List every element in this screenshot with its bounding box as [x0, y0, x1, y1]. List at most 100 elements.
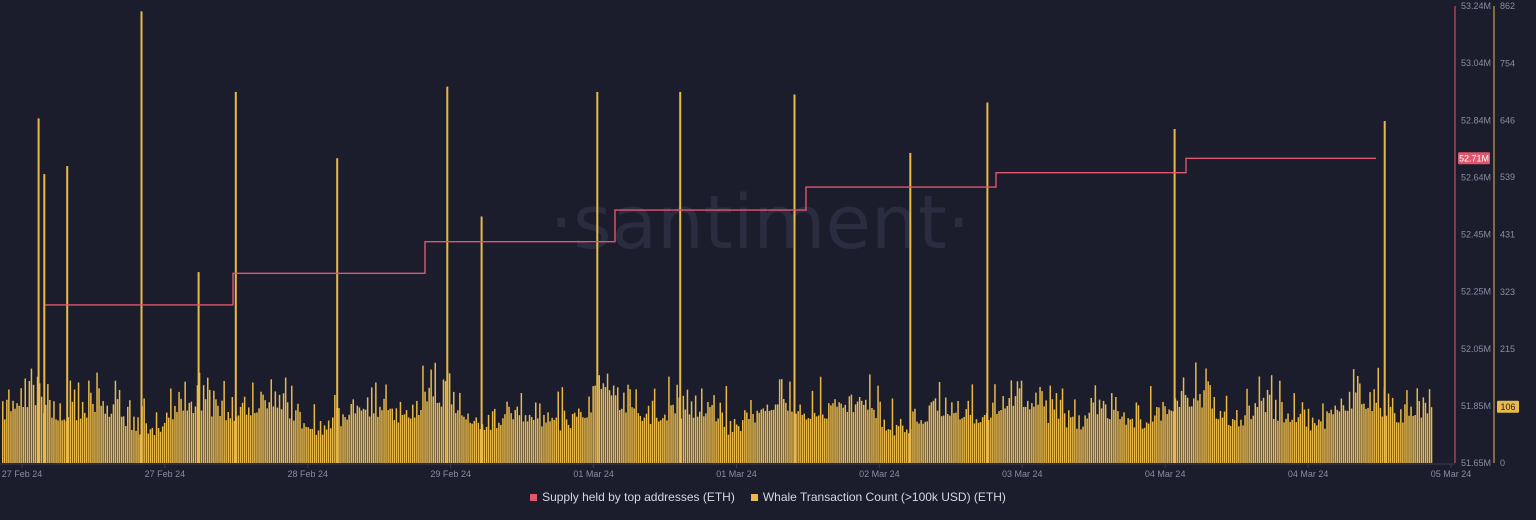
whale-bar — [705, 413, 707, 463]
whale-bar — [278, 394, 281, 463]
whale-spike-bar — [793, 94, 796, 463]
whale-bar — [586, 417, 588, 463]
whale-bar — [422, 365, 424, 463]
whale-bar — [791, 411, 793, 463]
whale-bar — [49, 400, 51, 463]
supply-line — [45, 157, 1376, 306]
whale-bar — [295, 410, 297, 463]
whale-bar — [936, 410, 939, 463]
whale-bar — [1209, 385, 1211, 463]
whale-bar — [1170, 410, 1172, 463]
whale-tick-label: 323 — [1500, 287, 1515, 297]
whale-bar — [844, 404, 846, 463]
whale-tick-label: 0 — [1500, 458, 1505, 468]
whale-bar — [582, 417, 584, 463]
whale-bar — [1389, 406, 1392, 463]
whale-bar — [787, 410, 789, 463]
whale-bar — [498, 422, 500, 463]
whale-bar — [789, 381, 791, 463]
whale-bar — [311, 428, 313, 463]
whale-bar — [758, 412, 760, 463]
whale-bar — [553, 419, 555, 463]
whale-bar — [55, 419, 57, 463]
whale-bar — [1113, 409, 1115, 463]
whale-bar — [1285, 418, 1287, 463]
whale-bar — [504, 414, 506, 463]
whale-bar — [1031, 403, 1033, 463]
whale-bar — [209, 389, 211, 463]
whale-bar — [434, 362, 436, 463]
whale-bar — [1139, 419, 1142, 463]
whale-bar — [1070, 417, 1072, 463]
whale-bar — [1098, 399, 1101, 463]
whale-bar — [1398, 422, 1400, 463]
whale-bar — [475, 417, 477, 463]
whale-bar — [151, 427, 154, 463]
legend-item-whale[interactable]: Whale Transaction Count (>100k USD) (ETH… — [750, 490, 1006, 504]
whale-bar — [930, 402, 933, 463]
whale-bar — [914, 408, 916, 463]
whale-bar — [832, 403, 834, 463]
whale-bar — [551, 417, 553, 463]
whale-bar — [1008, 398, 1010, 463]
whale-bar — [899, 418, 902, 463]
x-tick-label: 28 Feb 24 — [288, 469, 329, 479]
whale-bar — [963, 416, 965, 463]
whale-bar — [332, 417, 334, 463]
whale-bar — [1123, 412, 1125, 463]
whale-bar — [489, 429, 492, 463]
whale-bar — [51, 417, 53, 463]
whale-bar — [686, 389, 689, 463]
whale-bar — [1361, 404, 1363, 463]
whale-bar — [407, 417, 410, 463]
whale-bar — [1311, 417, 1314, 463]
whale-bar — [785, 402, 787, 463]
whale-bar — [873, 409, 875, 463]
whale-bar — [360, 410, 363, 463]
whale-bar — [47, 384, 49, 463]
whale-bar — [1119, 419, 1121, 463]
whale-bar — [506, 401, 508, 463]
whale-bar — [1309, 430, 1312, 463]
whale-bar — [770, 410, 773, 463]
whale-bar — [364, 409, 367, 463]
whale-bar — [1381, 416, 1384, 463]
whale-bar — [1010, 380, 1013, 463]
whale-bar — [766, 404, 769, 463]
whale-bar — [858, 397, 861, 463]
whale-bar — [59, 403, 61, 463]
whale-bar — [1131, 418, 1133, 463]
whale-bar — [463, 416, 465, 463]
whale-bar — [1303, 409, 1306, 463]
whale-bar — [1127, 418, 1129, 463]
whale-bar — [774, 404, 777, 463]
whale-bar — [600, 388, 603, 463]
whale-bar — [928, 405, 931, 463]
chart-area: ·santiment· 53.24M 53.04M 52.84M 52.64M 52.4… — [0, 1, 1519, 479]
whale-bar — [1352, 369, 1355, 463]
whale-bar — [1047, 422, 1049, 463]
whale-bar — [871, 408, 873, 463]
whale-bar — [14, 408, 16, 463]
whale-bar — [883, 419, 885, 463]
whale-bar — [1145, 422, 1148, 463]
whale-bar — [565, 419, 568, 463]
whale-bar — [133, 416, 135, 463]
whale-spike-bar — [480, 216, 483, 463]
whale-bar — [725, 386, 728, 463]
whale-bar — [340, 426, 342, 463]
whale-bar — [211, 416, 213, 463]
supply-tick-label: 52.05M — [1461, 344, 1491, 354]
whale-bar — [127, 406, 129, 463]
whale-bar — [350, 404, 352, 463]
whale-bar — [1080, 429, 1082, 463]
legend-item-supply[interactable]: Supply held by top addresses (ETH) — [530, 490, 735, 504]
whale-bar — [1410, 406, 1412, 463]
whale-bar — [461, 415, 463, 463]
whale-bar — [1033, 406, 1035, 463]
whale-bar — [233, 420, 236, 463]
whale-bar — [18, 405, 20, 463]
whale-bar — [22, 407, 24, 463]
whale-bar — [670, 405, 672, 463]
whale-bar — [801, 415, 803, 463]
